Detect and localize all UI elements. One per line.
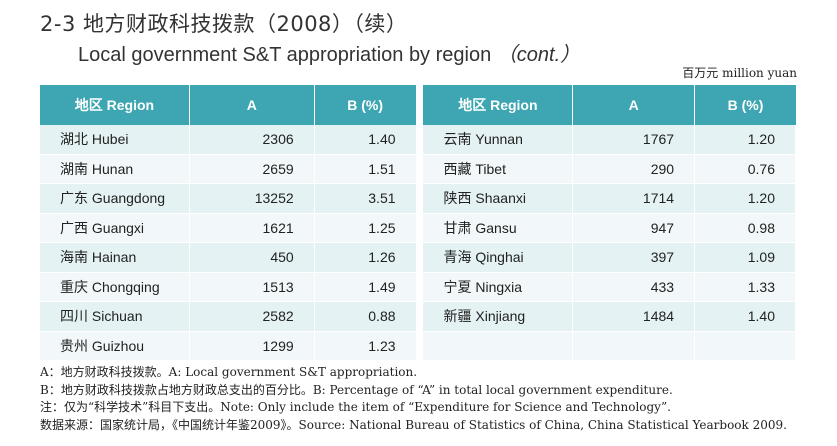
value-b-cell: 3.51 (314, 184, 417, 214)
region-cell: 青海 Qinghai (423, 243, 574, 273)
value-a-cell: 1299 (189, 331, 315, 361)
region-cell: 甘肃 Gansu (423, 213, 574, 243)
value-b-cell: 1.23 (314, 331, 417, 361)
value-a-cell: 2306 (189, 125, 315, 155)
value-b-cell: 1.40 (314, 125, 417, 155)
footnote-b: B：地方财政科技拨款占地方财政总支出的百分比。B: Percentage of … (40, 382, 673, 397)
region-cell: 西藏 Tibet (423, 154, 574, 184)
unit-label: 百万元 million yuan (682, 66, 797, 80)
table-row: 海南 Hainan 450 1.26 青海 Qinghai 397 1.09 (40, 243, 796, 273)
appropriation-table: 地区 Region A B (%) 地区 Region A B (%) 湖北 H… (40, 85, 796, 361)
table-row: 广西 Guangxi 1621 1.25 甘肃 Gansu 947 0.98 (40, 213, 796, 243)
value-b-cell: 0.76 (695, 154, 796, 184)
value-a-cell: 1484 (573, 302, 696, 332)
footnotes: A：地方财政科技拨款。A: Local government S&T appro… (40, 364, 787, 434)
column-gap (416, 154, 424, 184)
value-b-cell: 1.49 (314, 272, 417, 302)
region-cell: 湖北 Hubei (40, 125, 190, 155)
region-cell: 广西 Guangxi (40, 213, 190, 243)
footnote-note: 注：仅为“科学技术”科目下支出。Note: Only include the i… (40, 400, 671, 414)
value-a-cell: 397 (573, 243, 696, 273)
header-a-left: A (189, 85, 315, 125)
region-cell: 广东 Guangdong (40, 184, 190, 214)
header-b-right: B (%) (695, 85, 796, 125)
column-gap (416, 85, 424, 125)
header-region-left: 地区 Region (40, 85, 190, 125)
value-b-cell: 0.88 (314, 302, 417, 332)
value-b-cell: 0.98 (695, 213, 796, 243)
region-cell: 宁夏 Ningxia (423, 272, 574, 302)
value-a-cell: 1767 (573, 125, 696, 155)
region-cell: 贵州 Guizhou (40, 331, 190, 361)
value-a-cell: 2582 (189, 302, 315, 332)
value-b-cell: 1.33 (695, 272, 796, 302)
value-a-cell: 947 (573, 213, 696, 243)
region-cell: 四川 Sichuan (40, 302, 190, 332)
header-b-left: B (%) (314, 85, 417, 125)
value-b-cell: 1.20 (695, 184, 796, 214)
region-cell: 陕西 Shaanxi (423, 184, 574, 214)
table-row: 湖北 Hubei 2306 1.40 云南 Yunnan 1767 1.20 (40, 125, 796, 155)
value-a-cell: 433 (573, 272, 696, 302)
header-a-right: A (573, 85, 696, 125)
page-title-english: Local government S&T appropriation by re… (78, 38, 580, 67)
table-row: 四川 Sichuan 2582 0.88 新疆 Xinjiang 1484 1.… (40, 302, 796, 332)
value-a-cell: 2659 (189, 154, 315, 184)
value-b-cell: 1.26 (314, 243, 417, 273)
value-a-cell: 13252 (189, 184, 315, 214)
column-gap (416, 331, 424, 361)
value-a-cell: 1621 (189, 213, 315, 243)
value-a-cell: 290 (573, 154, 696, 184)
table-row: 广东 Guangdong 13252 3.51 陕西 Shaanxi 1714 … (40, 184, 796, 214)
value-b-cell: 1.25 (314, 213, 417, 243)
region-cell: 湖南 Hunan (40, 154, 190, 184)
table-row: 重庆 Chongqing 1513 1.49 宁夏 Ningxia 433 1.… (40, 272, 796, 302)
value-a-cell: 1714 (573, 184, 696, 214)
region-cell: 重庆 Chongqing (40, 272, 190, 302)
value-b-cell: 1.51 (314, 154, 417, 184)
page-title-chinese: 2-3 地方财政科技拨款（2008）（续） (40, 12, 408, 36)
empty-cell (573, 331, 696, 361)
column-gap (416, 125, 424, 155)
footnote-a: A：地方财政科技拨款。A: Local government S&T appro… (40, 365, 418, 379)
table-row: 贵州 Guizhou 1299 1.23 (40, 331, 796, 361)
value-a-cell: 1513 (189, 272, 315, 302)
value-b-cell: 1.20 (695, 125, 796, 155)
empty-cell (423, 331, 574, 361)
region-cell: 海南 Hainan (40, 243, 190, 273)
column-gap (416, 243, 424, 273)
value-b-cell: 1.40 (695, 302, 796, 332)
column-gap (416, 272, 424, 302)
column-gap (416, 184, 424, 214)
footnote-source: 数据来源：国家统计局，《中国统计年鉴2009》。Source: National… (40, 417, 787, 432)
value-a-cell: 450 (189, 243, 315, 273)
column-gap (416, 213, 424, 243)
region-cell: 新疆 Xinjiang (423, 302, 574, 332)
table-row: 湖南 Hunan 2659 1.51 西藏 Tibet 290 0.76 (40, 154, 796, 184)
title-english-text: Local government S&T appropriation by re… (78, 44, 492, 66)
column-gap (416, 302, 424, 332)
region-cell: 云南 Yunnan (423, 125, 574, 155)
header-region-right: 地区 Region (423, 85, 574, 125)
empty-cell (695, 331, 796, 361)
value-b-cell: 1.09 (695, 243, 796, 273)
title-continued-marker: （cont.） (496, 44, 581, 66)
table-header-row: 地区 Region A B (%) 地区 Region A B (%) (40, 85, 796, 125)
